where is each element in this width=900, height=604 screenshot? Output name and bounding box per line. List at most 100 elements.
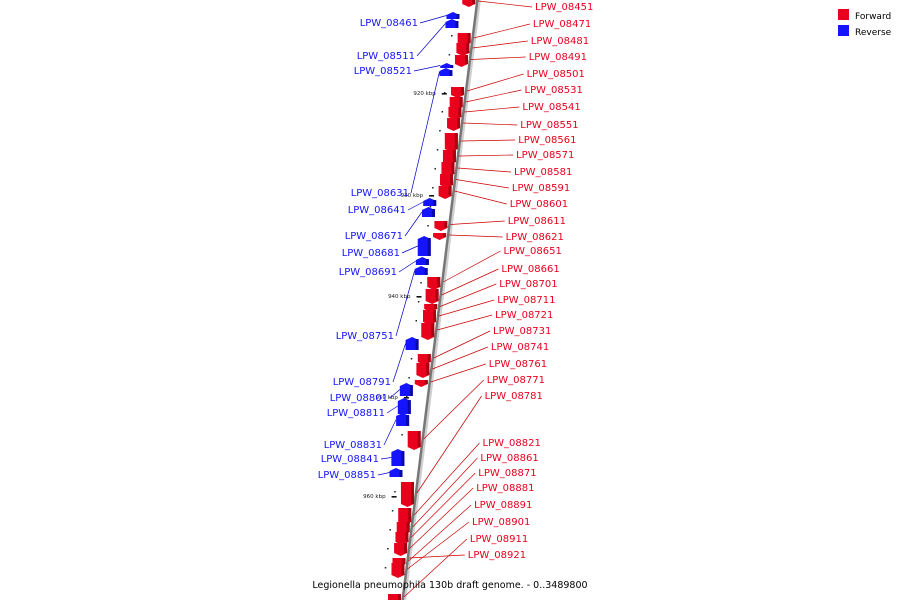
reverse-gene-arrow [440, 63, 454, 68]
reverse-gene-arrow [415, 257, 429, 265]
forward-gene-arrow [438, 186, 452, 199]
reverse-leader-line [404, 211, 423, 237]
forward-gene-arrow [444, 133, 458, 152]
minor-tick [406, 396, 408, 398]
minor-tick [389, 529, 391, 531]
forward-gene-arrow [425, 289, 439, 304]
reverse-gene-arrow [389, 468, 403, 477]
reverse-gene-arrow [421, 207, 435, 217]
minor-tick [387, 548, 389, 550]
reverse-gene-label: LPW_08801 [330, 393, 388, 404]
minor-tick [391, 510, 394, 512]
reverse-gene-arrow [396, 413, 410, 426]
kbp-tick-label: 950 kbp [375, 395, 398, 401]
reverse-gene-label: LPW_08631 [351, 188, 409, 199]
reverse-gene-arrow [423, 198, 437, 206]
forward-gene-arrow [423, 310, 437, 325]
forward-gene-label: LPW_08611 [508, 216, 566, 227]
minor-tick [394, 491, 396, 493]
forward-gene-label: LPW_08861 [480, 453, 538, 464]
minor-tick [427, 225, 429, 227]
forward-leader-line [433, 330, 491, 359]
forward-leader-line [458, 154, 514, 157]
forward-gene-label: LPW_08591 [512, 183, 570, 194]
reverse-leader-line [401, 245, 418, 254]
minor-tick [415, 320, 418, 322]
minor-tick [420, 282, 422, 284]
minor-tick [417, 301, 420, 303]
forward-gene-label: LPW_08571 [516, 150, 574, 161]
forward-leader-line [403, 538, 468, 598]
forward-gene-label: LPW_08771 [487, 375, 545, 386]
forward-gene-arrow [433, 233, 447, 240]
map-caption: Legionella pneumophila 130b draft genome… [312, 580, 587, 591]
forward-gene-label: LPW_08491 [529, 52, 587, 63]
forward-gene-label: LPW_08741 [491, 342, 549, 353]
forward-leader-line [412, 457, 478, 528]
minor-tick [432, 187, 434, 189]
forward-gene-label: LPW_08501 [527, 69, 585, 80]
forward-leader-line [440, 283, 497, 307]
forward-gene-label: LPW_08451 [535, 2, 593, 13]
forward-leader-line [413, 442, 480, 516]
forward-leader-line [430, 363, 486, 383]
reverse-gene-label: LPW_08521 [354, 66, 412, 77]
gene-labels: LPW_08451 LPW_08471 LPW_08481 LPW_08491 LPW_… [318, 0, 593, 598]
minor-tick [436, 149, 439, 151]
forward-gene-arrow [454, 55, 468, 67]
forward-leader-line [450, 220, 505, 225]
forward-leader-line [470, 56, 526, 60]
forward-gene-label: LPW_08701 [499, 279, 557, 290]
forward-gene-label: LPW_08621 [506, 232, 564, 243]
kbp-tick-mark [441, 93, 447, 95]
forward-gene-label: LPW_08901 [472, 517, 530, 528]
reverse-gene-label: LPW_08811 [327, 408, 385, 419]
forward-leader-line [441, 268, 499, 296]
forward-gene-arrow [462, 0, 476, 7]
axis-shadow [402, 0, 481, 604]
forward-gene-arrow [456, 43, 470, 56]
legend-forward-swatch [838, 9, 849, 20]
reverse-gene-label: LPW_08831 [324, 440, 382, 451]
forward-leader-line [457, 167, 512, 173]
reverse-leader-line [386, 405, 398, 414]
reverse-gene-arrow [446, 12, 460, 19]
forward-gene-arrow [400, 482, 414, 507]
forward-gene-label: LPW_08651 [504, 246, 562, 257]
forward-leader-line [411, 472, 476, 538]
legend-reverse-swatch [838, 25, 849, 36]
reverse-leader-line [392, 343, 406, 383]
reverse-gene-label: LPW_08841 [321, 454, 379, 465]
forward-gene-label: LPW_08531 [525, 85, 583, 96]
reverse-gene-label: LPW_08851 [318, 470, 376, 481]
forward-leader-line [437, 314, 493, 331]
minor-tick [448, 54, 451, 56]
forward-leader-line [460, 139, 516, 142]
reverse-gene-arrow [417, 236, 431, 256]
reverse-gene-label: LPW_08641 [348, 205, 406, 216]
forward-gene-label: LPW_08541 [522, 102, 580, 113]
reverse-leader-line [413, 65, 441, 72]
reverse-gene-label: LPW_08791 [333, 377, 391, 388]
reverse-gene-arrow [439, 68, 453, 76]
legend-forward-label: Forward [855, 12, 891, 22]
tick-marks: 920 kbp 930 kbp 940 kbp 950 kbp 960 kbp [363, 16, 455, 569]
forward-gene-label: LPW_08871 [478, 468, 536, 479]
genome-axis [400, 0, 481, 604]
forward-gene-label: LPW_08781 [485, 391, 543, 402]
reverse-gene-arrow [414, 266, 428, 275]
forward-leader-line [438, 299, 495, 317]
gene-features [387, 0, 476, 603]
forward-leader-line [443, 250, 501, 283]
minor-tick [451, 35, 453, 37]
reverse-leader-line [383, 419, 397, 446]
forward-gene-arrow [421, 323, 435, 340]
forward-leader-line [407, 521, 470, 570]
reverse-leader-line [395, 270, 416, 337]
forward-gene-arrow [427, 277, 441, 290]
reverse-leader-line [389, 389, 401, 399]
reverse-gene-label: LPW_08691 [339, 267, 397, 278]
reverse-gene-arrow [399, 383, 413, 396]
